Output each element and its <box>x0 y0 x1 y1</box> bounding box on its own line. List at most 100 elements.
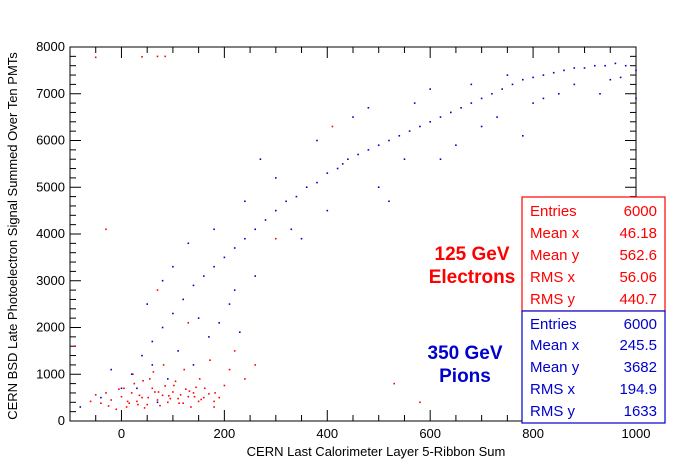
electron-point <box>143 407 146 409</box>
pions-stat-value: 6000 <box>624 316 657 333</box>
electron-point <box>74 345 76 347</box>
pion-point <box>419 125 421 128</box>
electron-point <box>156 399 159 401</box>
pion-point <box>326 172 329 174</box>
pion-point <box>244 237 246 240</box>
electron-point <box>183 368 185 371</box>
electron-point <box>187 395 190 398</box>
electron-point <box>161 394 164 397</box>
electron-point <box>141 56 143 58</box>
electrons-stat-value: 440.7 <box>619 291 657 308</box>
pion-point <box>244 200 246 203</box>
pion-point <box>110 368 112 371</box>
pion-point <box>146 303 148 305</box>
pions-annotation-line1: 350 GeV <box>428 343 503 364</box>
electron-point <box>177 397 179 400</box>
electrons-stats-box <box>521 196 666 312</box>
electron-point <box>156 55 159 58</box>
electrons-stats: Entries 6000 Mean x 46.18 Mean y 562.6 R… <box>530 203 657 308</box>
x-tick-label: 400 <box>316 426 338 441</box>
pion-point <box>439 158 442 160</box>
pion-point <box>239 331 241 333</box>
electrons-stat-value: 562.6 <box>619 247 657 264</box>
pion-point <box>573 83 576 86</box>
y-axis-label: CERN BSD Late Photoelectron Signal Summe… <box>5 52 20 420</box>
pion-point <box>506 74 509 76</box>
electron-point <box>118 388 120 390</box>
pion-point <box>228 303 231 305</box>
pion-point <box>635 69 637 72</box>
pions-annotation-line2: Pions <box>439 366 491 387</box>
pion-point <box>377 144 380 146</box>
pion-point <box>177 350 179 352</box>
electron-point <box>218 396 220 399</box>
pion-point <box>182 298 184 301</box>
pion-point <box>290 228 293 231</box>
electron-point <box>190 406 192 408</box>
electron-point <box>149 378 151 380</box>
pion-point <box>295 195 298 198</box>
pion-point <box>594 64 596 67</box>
electron-point <box>179 394 182 396</box>
electron-point <box>164 55 166 58</box>
pion-point <box>573 67 576 69</box>
electron-point <box>213 406 215 408</box>
pion-point <box>470 102 473 104</box>
pion-point <box>79 406 82 408</box>
electrons-annotation-line2: Electrons <box>429 267 516 288</box>
pion-point <box>635 97 637 100</box>
electron-point <box>128 402 130 404</box>
electron-point <box>137 403 139 406</box>
electron-point <box>141 396 143 399</box>
electron-point <box>115 408 118 411</box>
electron-point <box>214 392 216 394</box>
pion-point <box>439 116 442 118</box>
pion-point <box>599 93 601 95</box>
pions-stat-label: RMS y <box>530 403 576 420</box>
pion-point <box>254 275 256 277</box>
pion-point <box>213 265 215 268</box>
electron-point <box>419 401 421 404</box>
pion-point <box>542 97 545 100</box>
pion-point <box>259 158 262 160</box>
electron-point <box>198 378 201 380</box>
pion-point <box>388 200 390 203</box>
electron-point <box>185 388 187 390</box>
pions-stats: Entries 6000 Mean x 245.5 Mean y 3682 RM… <box>530 316 657 420</box>
x-tick-label: 200 <box>214 426 236 441</box>
y-tick-label: 1000 <box>36 366 65 381</box>
pion-point <box>460 107 462 109</box>
pion-point <box>450 111 452 114</box>
pion-point <box>192 284 195 287</box>
pion-point <box>367 149 370 151</box>
pion-point <box>187 242 190 245</box>
pion-point <box>136 387 138 390</box>
scatter-points <box>74 55 637 411</box>
electron-point <box>208 393 210 395</box>
electron-point <box>168 395 170 397</box>
electron-point <box>94 56 97 59</box>
y-tick-label: 7000 <box>36 86 65 101</box>
electron-point <box>130 392 133 394</box>
pions-stat-value: 245.5 <box>619 337 657 354</box>
pion-point <box>511 83 514 86</box>
electrons-stat-label: Mean x <box>530 225 580 242</box>
pion-point <box>532 102 534 104</box>
pion-point <box>604 64 606 67</box>
electron-point <box>157 391 160 393</box>
pion-point <box>480 97 483 100</box>
electron-point <box>182 402 184 404</box>
electron-point <box>233 350 236 352</box>
electron-point <box>275 237 277 240</box>
electron-point <box>209 359 211 361</box>
electron-point <box>154 391 156 393</box>
y-tick-labels: 0 1000 2000 3000 4000 5000 6000 7000 8000 <box>36 39 65 428</box>
electron-point <box>126 400 129 403</box>
electrons-stat-value: 46.18 <box>619 225 657 242</box>
electron-point <box>147 396 149 399</box>
electrons-stat-label: RMS y <box>530 291 576 308</box>
electrons-annotation-line1: 125 GeV <box>435 244 510 265</box>
electron-point <box>197 400 200 403</box>
pion-point <box>522 78 524 81</box>
y-tick-label: 6000 <box>36 133 65 148</box>
